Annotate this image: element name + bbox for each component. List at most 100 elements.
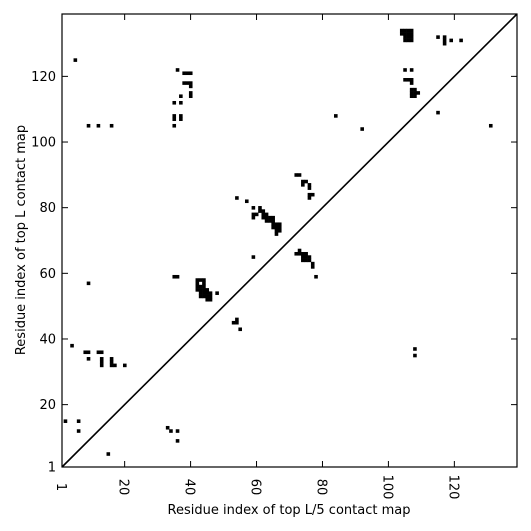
contact-point <box>99 360 104 364</box>
contact-point <box>409 38 414 43</box>
x-tick-label: 120 <box>445 475 460 500</box>
contact-point <box>274 232 279 236</box>
contact-point <box>188 84 193 89</box>
contact-point <box>258 206 262 210</box>
contact-point <box>215 291 219 295</box>
contact-point <box>195 278 200 282</box>
contact-point <box>175 68 180 72</box>
contact-point <box>403 68 407 72</box>
contact-point <box>307 192 312 197</box>
contact-point <box>198 278 203 282</box>
contact-point <box>304 255 308 259</box>
contact-point <box>238 327 242 332</box>
contact-point <box>304 251 308 256</box>
contact-point <box>307 255 312 259</box>
contact-point <box>63 419 68 423</box>
contact-point <box>409 32 414 36</box>
contact-point <box>96 123 101 128</box>
contact-point <box>185 81 190 85</box>
contact-point <box>399 28 404 33</box>
contact-point <box>301 255 305 259</box>
contact-point <box>179 117 183 121</box>
contact-point <box>172 123 177 128</box>
contact-point <box>406 38 411 43</box>
contact-point <box>202 284 206 289</box>
contact-point <box>205 297 210 302</box>
contact-point <box>277 229 282 233</box>
contact-point <box>76 429 81 433</box>
contact-point <box>261 212 266 217</box>
contact-point <box>399 32 404 36</box>
contact-point <box>179 114 183 118</box>
contact-point <box>261 215 266 220</box>
contact-point <box>403 38 407 43</box>
contact-point <box>235 317 239 322</box>
x-tick-label: 80 <box>313 479 328 496</box>
contact-point <box>195 288 200 292</box>
contact-point <box>202 278 206 282</box>
contact-point <box>182 81 186 85</box>
contact-point <box>360 127 364 131</box>
contact-point <box>314 274 318 279</box>
contact-point <box>231 320 236 325</box>
y-tick-label: 1 <box>48 461 56 476</box>
contact-point <box>413 94 417 99</box>
contact-point <box>301 258 305 263</box>
contact-point <box>409 68 414 72</box>
contact-point <box>172 100 177 105</box>
contact-point <box>109 360 114 364</box>
contact-point <box>244 199 249 204</box>
contact-point <box>310 265 315 269</box>
contact-point <box>409 91 414 95</box>
contact-point <box>202 291 206 295</box>
contact-point <box>301 183 305 187</box>
contact-point <box>294 173 299 177</box>
y-tick-label: 100 <box>31 136 56 151</box>
contact-point <box>277 222 282 227</box>
contact-point <box>409 94 414 99</box>
y-tick-label: 40 <box>39 332 56 347</box>
contact-point <box>251 215 256 220</box>
contact-point <box>413 353 417 358</box>
contact-point <box>409 78 414 82</box>
contact-point <box>403 32 407 36</box>
x-tick-label: 60 <box>248 479 263 496</box>
contact-point <box>409 35 414 39</box>
contact-point <box>406 32 411 36</box>
contact-point <box>165 425 170 430</box>
contact-point <box>86 350 91 355</box>
contact-point <box>436 110 440 115</box>
contact-point <box>436 35 440 39</box>
contact-point <box>274 222 279 227</box>
contact-point <box>86 281 91 286</box>
contact-point <box>202 281 206 286</box>
contact-point <box>409 81 414 85</box>
contact-point <box>179 94 183 99</box>
contact-point <box>297 251 302 256</box>
contact-point <box>76 419 81 423</box>
contact-point <box>301 251 305 256</box>
contact-point <box>73 58 78 62</box>
contact-point <box>307 183 312 187</box>
contact-point <box>268 219 272 223</box>
contact-point <box>96 350 101 355</box>
contact-point <box>195 284 200 289</box>
contact-point <box>188 71 193 76</box>
contact-point <box>406 35 411 39</box>
contact-point <box>297 248 302 253</box>
x-axis-ticks: 1 20 40 60 80 100 120 <box>53 14 460 499</box>
contact-point <box>413 87 417 92</box>
diagonal-line <box>61 13 518 468</box>
contact-point <box>235 320 239 325</box>
x-tick-label: 20 <box>116 479 131 496</box>
contact-point <box>208 297 213 302</box>
contact-point <box>208 294 213 299</box>
contact-point <box>198 288 203 292</box>
contact-point <box>188 91 193 95</box>
contact-point <box>86 357 91 361</box>
contact-point <box>205 291 210 295</box>
y-tick-label: 80 <box>39 201 56 216</box>
contact-point <box>413 91 417 95</box>
